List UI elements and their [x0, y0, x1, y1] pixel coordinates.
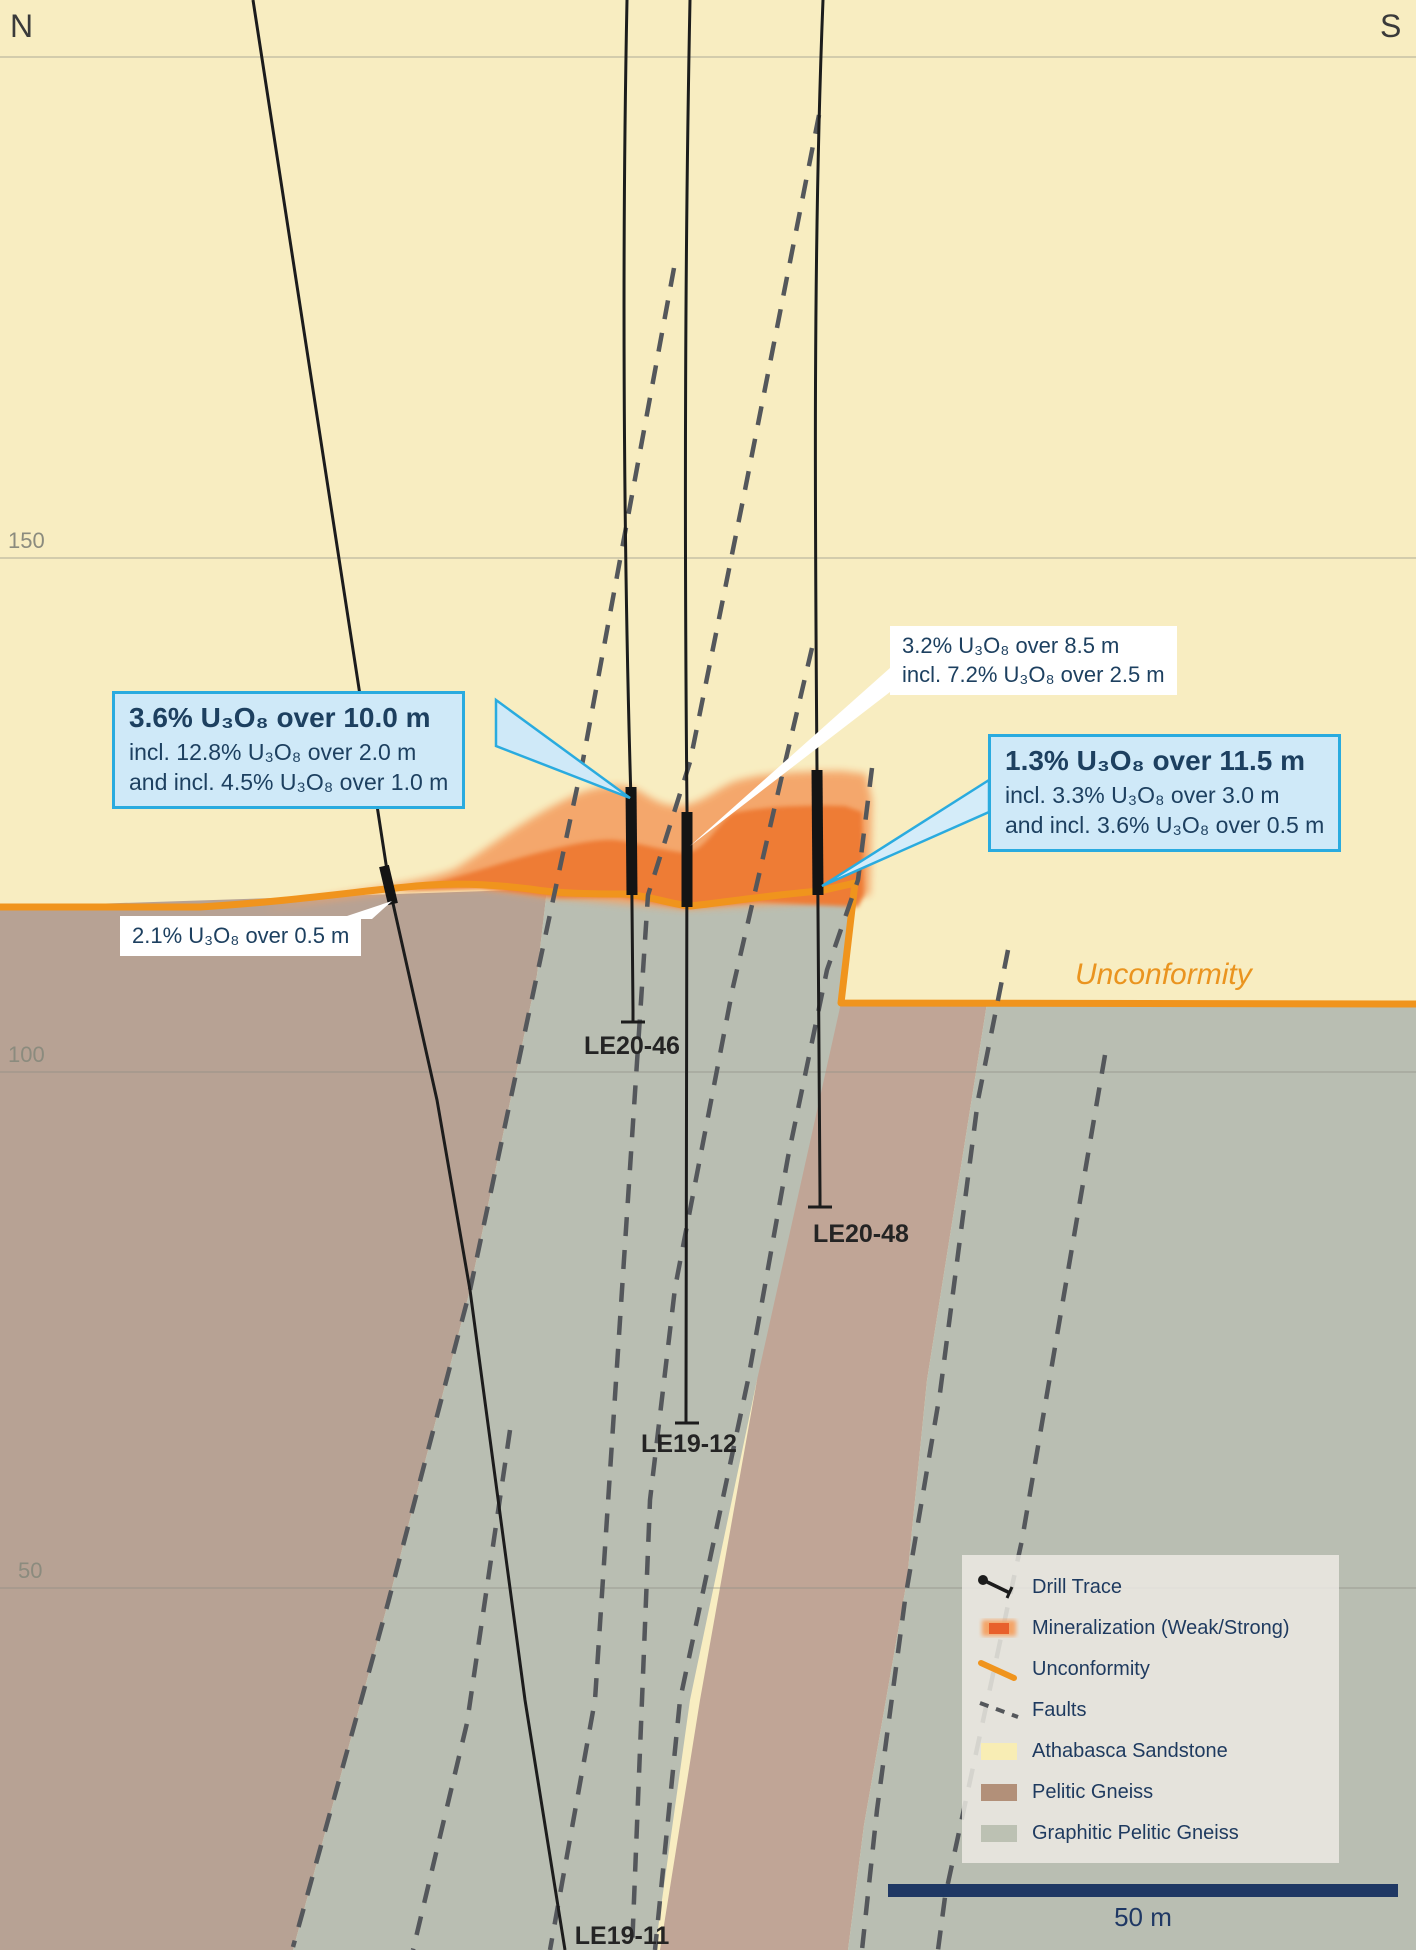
callout-le20-46-sub2: and incl. 4.5% U₃O₈ over 1.0 m	[129, 769, 449, 796]
scale-bar	[888, 1884, 1398, 1897]
legend-item-drill-trace: Drill Trace	[976, 1571, 1325, 1603]
legend-label: Drill Trace	[1032, 1575, 1123, 1598]
intercept-le20-48	[811, 769, 824, 896]
elevation-label-150: 150	[8, 528, 45, 553]
callout-le20-46-sub1: incl. 12.8% U₃O₈ over 2.0 m	[129, 738, 417, 765]
elevation-label-50: 50	[18, 1558, 43, 1583]
drill-label-le20-48: LE20-48	[813, 1220, 909, 1248]
callout-le20-48-sub1: incl. 3.3% U₃O₈ over 3.0 m	[1005, 781, 1280, 808]
callout-le20-46: 3.6% U₃O₈ over 10.0 m incl. 12.8% U₃O₈ o…	[112, 691, 466, 809]
callout-le20-48-sub2: and incl. 3.6% U₃O₈ over 0.5 m	[1005, 812, 1325, 839]
legend-label: Unconformity	[1032, 1657, 1150, 1680]
drill-trace-le20-46	[621, 0, 645, 1024]
legend-label: Mineralization (Weak/Strong)	[1032, 1616, 1290, 1639]
legend-item-athabasca-sandstone: Athabasca Sandstone	[976, 1735, 1325, 1767]
callout-le19-12-line2: incl. 7.2% U₃O₈ over 2.5 m	[902, 662, 1165, 688]
callout-le20-48: 1.3% U₃O₈ over 11.5 m incl. 3.3% U₃O₈ ov…	[988, 734, 1342, 852]
pelitic-gneiss-region-left	[0, 889, 547, 1950]
graphitic-pelitic-gneiss-region	[293, 883, 855, 1950]
leader-le19-11-intercept	[338, 901, 392, 919]
elevation-label-100: 100	[8, 1042, 45, 1067]
legend-item-mineralization: Mineralization (Weak/Strong)	[976, 1612, 1325, 1644]
drill-label-le20-46: LE20-46	[584, 1032, 680, 1060]
drill-label-le19-11: LE19-11	[574, 1922, 670, 1950]
scale-bar-label: 50 m	[1114, 1902, 1172, 1932]
faults-icon	[979, 1701, 1019, 1719]
legend-label: Graphitic Pelitic Gneiss	[1032, 1821, 1239, 1844]
callout-le19-12: 3.2% U₃O₈ over 8.5 m incl. 7.2% U₃O₈ ove…	[890, 626, 1177, 696]
callout-le19-11-line1: 2.1% U₃O₈ over 0.5 m	[132, 923, 350, 948]
mineralization-icon	[982, 1620, 1016, 1636]
legend-item-graphitic-pelitic-gneiss: Graphitic Pelitic Gneiss	[976, 1817, 1325, 1849]
athabasca-sandstone-swatch	[981, 1743, 1017, 1760]
unconformity-line	[0, 879, 1416, 1008]
pelitic-gneiss-region-right	[660, 1003, 987, 1950]
unconformity-label: Unconformity	[1075, 958, 1252, 991]
callout-le20-48-headline: 1.3% U₃O₈ over 11.5 m	[1005, 745, 1305, 776]
leader-le20-46	[494, 697, 631, 800]
callout-le20-46-headline: 3.6% U₃O₈ over 10.0 m	[129, 702, 431, 733]
callout-le19-12-line1: 3.2% U₃O₈ over 8.5 m	[902, 633, 1120, 658]
drill-trace-icon	[978, 1575, 1014, 1599]
drill-traces	[251, 0, 832, 1950]
legend-item-unconformity: Unconformity	[976, 1653, 1325, 1685]
legend-label: Pelitic Gneiss	[1032, 1780, 1154, 1803]
legend-item-pelitic-gneiss: Pelitic Gneiss	[976, 1776, 1325, 1808]
north-label: N	[10, 8, 34, 44]
drill-intercepts	[379, 769, 824, 907]
leader-le19-12	[690, 668, 890, 846]
graphitic-pelitic-gneiss-swatch	[981, 1825, 1017, 1842]
legend: Drill Trace Mineralization (Weak/Strong)…	[962, 1555, 1339, 1863]
intercept-le19-11	[379, 864, 398, 906]
drill-trace-le20-48	[808, 0, 832, 1209]
drill-trace-le19-12	[675, 0, 699, 1425]
legend-item-faults: Faults	[976, 1694, 1325, 1726]
callout-le19-11-intercept: 2.1% U₃O₈ over 0.5 m	[120, 916, 362, 957]
south-label: S	[1380, 8, 1402, 44]
legend-label: Athabasca Sandstone	[1032, 1739, 1228, 1762]
pelitic-gneiss-swatch	[981, 1784, 1017, 1801]
drill-label-le19-12: LE19-12	[641, 1430, 737, 1458]
drill-trace-le19-11	[251, 0, 567, 1950]
intercept-le20-46	[625, 786, 638, 896]
legend-label: Faults	[1032, 1698, 1087, 1721]
unconformity-icon	[978, 1660, 1017, 1681]
